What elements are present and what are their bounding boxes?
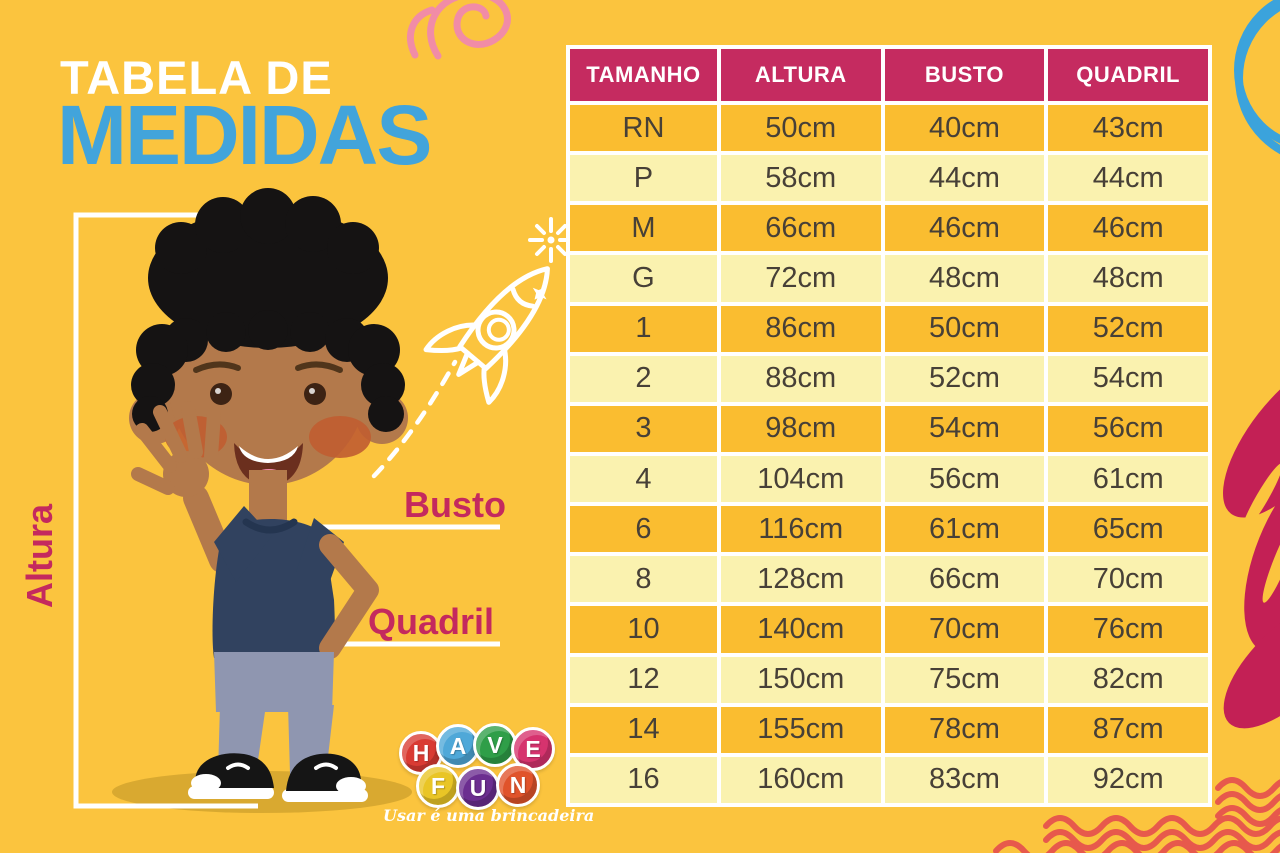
logo-ball-f: F bbox=[416, 764, 460, 808]
column-header-quadril: QUADRIL bbox=[1048, 49, 1208, 101]
logo-ball-n: N bbox=[496, 763, 540, 807]
size-cell: 4 bbox=[570, 455, 717, 503]
measure-cell: 92cm bbox=[1048, 756, 1208, 803]
measure-cell: 52cm bbox=[1048, 305, 1208, 352]
measure-cell: 43cm bbox=[1048, 105, 1208, 152]
size-cell: 14 bbox=[570, 706, 717, 753]
measure-cell: 83cm bbox=[884, 756, 1045, 803]
measure-cell: 44cm bbox=[884, 155, 1045, 202]
measure-cell: 66cm bbox=[884, 556, 1045, 603]
measure-cell: 76cm bbox=[1048, 606, 1208, 653]
measure-cell: 72cm bbox=[720, 255, 881, 302]
measure-cell: 116cm bbox=[720, 506, 881, 553]
measure-cell: 65cm bbox=[1048, 506, 1208, 553]
page-title-line2: MEDIDAS bbox=[57, 88, 432, 182]
measure-cell: 70cm bbox=[1048, 556, 1208, 603]
measure-cell: 50cm bbox=[720, 105, 881, 152]
measure-cell: 75cm bbox=[884, 656, 1045, 703]
quadril-label: Quadril bbox=[368, 601, 495, 642]
measure-cell: 66cm bbox=[720, 205, 881, 252]
size-cell: M bbox=[570, 205, 717, 252]
measure-cell: 56cm bbox=[1048, 405, 1208, 452]
pink-spiral-doodle bbox=[407, 0, 511, 60]
measure-cell: 44cm bbox=[1048, 155, 1208, 202]
hair bbox=[131, 188, 405, 432]
size-cell: 2 bbox=[570, 355, 717, 402]
logo-tagline: Usar é uma brincadeira bbox=[383, 806, 595, 825]
measure-cell: 88cm bbox=[720, 355, 881, 402]
measure-cell: 48cm bbox=[884, 255, 1045, 302]
measure-cell: 52cm bbox=[884, 355, 1045, 402]
column-header-busto: BUSTO bbox=[884, 49, 1045, 101]
size-cell: 3 bbox=[570, 405, 717, 452]
altura-label: Altura bbox=[19, 503, 60, 609]
size-cell: 6 bbox=[570, 506, 717, 553]
measure-cell: 40cm bbox=[884, 105, 1045, 152]
measure-cell: 82cm bbox=[1048, 656, 1208, 703]
measure-cell: 54cm bbox=[1048, 355, 1208, 402]
measure-cell: 54cm bbox=[884, 405, 1045, 452]
size-cell: 8 bbox=[570, 556, 717, 603]
rocket-doodle bbox=[371, 217, 574, 479]
size-cell: 16 bbox=[570, 756, 717, 803]
sneakers bbox=[188, 753, 368, 802]
page-title-line1: TABELA DE bbox=[60, 51, 333, 104]
measure-cell: 46cm bbox=[1048, 205, 1208, 252]
measure-cell: 61cm bbox=[884, 506, 1045, 553]
measure-cell: 70cm bbox=[884, 606, 1045, 653]
height-bracket bbox=[73, 212, 258, 809]
blue-circle-scribble bbox=[1234, 0, 1280, 155]
measure-cell: 128cm bbox=[720, 556, 881, 603]
size-cell: 12 bbox=[570, 656, 717, 703]
measure-cell: 78cm bbox=[884, 706, 1045, 753]
size-cell: 10 bbox=[570, 606, 717, 653]
measure-cell: 86cm bbox=[720, 305, 881, 352]
measure-cell: 58cm bbox=[720, 155, 881, 202]
measure-cell: 48cm bbox=[1048, 255, 1208, 302]
magenta-brush-shape bbox=[1223, 358, 1280, 729]
size-cell: RN bbox=[570, 105, 717, 152]
logo-ball-u: U bbox=[456, 766, 500, 810]
measure-cell: 87cm bbox=[1048, 706, 1208, 753]
column-header-altura: ALTURA bbox=[720, 49, 881, 101]
size-cell: G bbox=[570, 255, 717, 302]
measure-cell: 104cm bbox=[720, 455, 881, 503]
logo-ball-a: A bbox=[436, 724, 480, 768]
measure-cell: 98cm bbox=[720, 405, 881, 452]
measure-cell: 160cm bbox=[720, 756, 881, 803]
t-shirt bbox=[212, 506, 344, 658]
measure-cell: 140cm bbox=[720, 606, 881, 653]
column-header-tamanho: TAMANHO bbox=[570, 49, 717, 101]
measure-cell: 61cm bbox=[1048, 455, 1208, 503]
red-waves bbox=[993, 777, 1280, 853]
measure-cell: 46cm bbox=[884, 205, 1045, 252]
measure-cell: 56cm bbox=[884, 455, 1045, 503]
size-table: TAMANHO ALTURA BUSTO QUADRIL RN 50cm 40cm 4… bbox=[566, 45, 1212, 807]
size-cell: 1 bbox=[570, 305, 717, 352]
size-cell: P bbox=[570, 155, 717, 202]
measure-cell: 150cm bbox=[720, 656, 881, 703]
waving-hand bbox=[131, 401, 221, 497]
busto-label: Busto bbox=[404, 484, 506, 525]
measure-cell: 50cm bbox=[884, 305, 1045, 352]
measure-cell: 155cm bbox=[720, 706, 881, 753]
boy-illustration bbox=[129, 188, 408, 802]
